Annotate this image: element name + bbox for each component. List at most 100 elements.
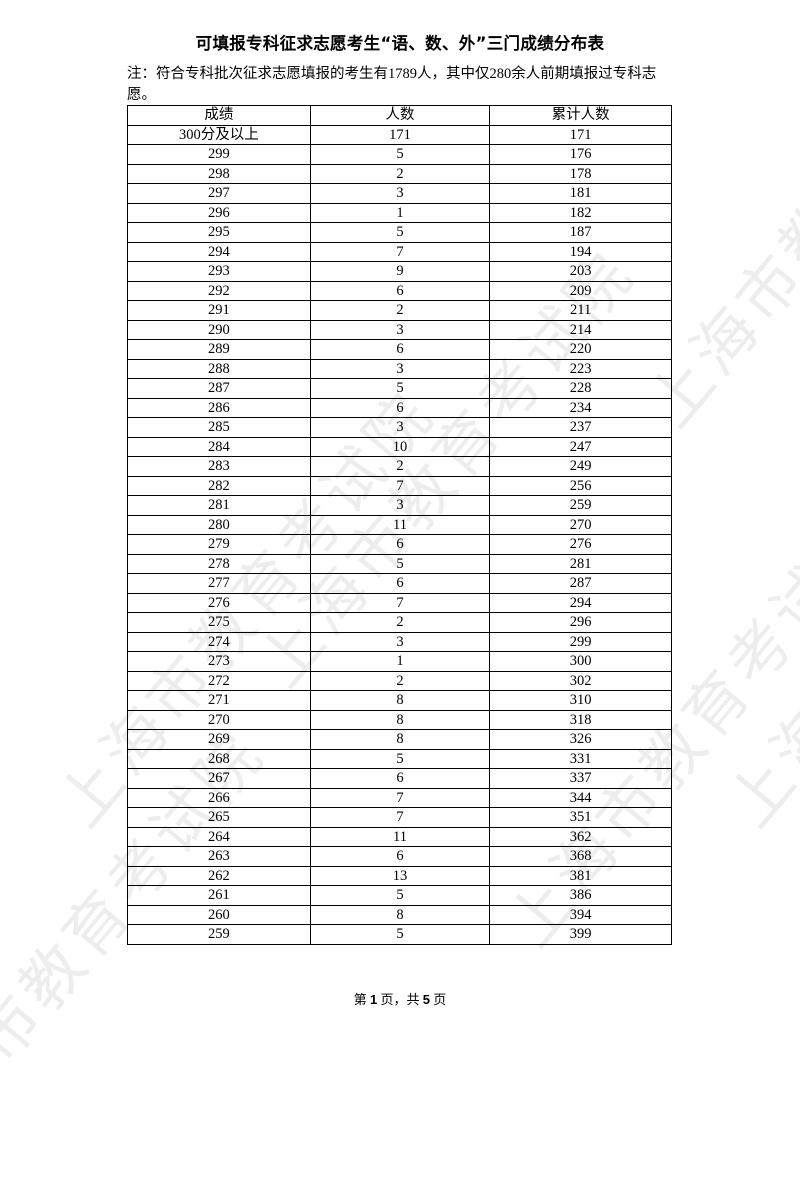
table-row: 280 11 270	[127, 514, 672, 535]
cell-cumulative: 302	[489, 670, 672, 691]
cell-cumulative: 223	[489, 358, 672, 379]
cell-cumulative: 337	[489, 768, 672, 789]
cell-score: 288	[127, 358, 311, 379]
table-header-row: 成绩 人数 累计人数	[127, 105, 672, 126]
cell-cumulative: 310	[489, 690, 672, 711]
table-row: 293 9 203	[127, 261, 672, 282]
cell-score: 274	[127, 631, 311, 652]
cell-score: 287	[127, 378, 311, 399]
cell-count: 7	[309, 807, 491, 828]
cell-count: 7	[309, 241, 491, 262]
cell-cumulative: 296	[489, 612, 672, 633]
table-row: 274 3 299	[127, 631, 672, 652]
cell-cumulative: 203	[489, 261, 672, 282]
cell-score: 262	[127, 865, 311, 886]
cell-score: 286	[127, 397, 311, 418]
cell-score: 268	[127, 748, 311, 769]
cell-score: 282	[127, 475, 311, 496]
current-page: 1	[370, 992, 378, 1007]
cell-count: 6	[309, 846, 491, 867]
cell-score: 276	[127, 592, 311, 613]
table-row: 266 7 344	[127, 787, 672, 808]
table-row: 279 6 276	[127, 534, 672, 555]
cell-score: 267	[127, 768, 311, 789]
cell-score: 259	[127, 924, 311, 945]
cell-count: 171	[309, 124, 491, 145]
cell-count: 6	[309, 339, 491, 360]
cell-cumulative: 276	[489, 534, 672, 555]
table-row: 265 7 351	[127, 807, 672, 828]
cell-cumulative: 281	[489, 553, 672, 574]
cell-count: 8	[309, 729, 491, 750]
cell-cumulative: 220	[489, 339, 672, 360]
table-row: 267 6 337	[127, 768, 672, 789]
table-row: 299 5 176	[127, 144, 672, 165]
table-row: 291 2 211	[127, 300, 672, 321]
cell-count: 10	[309, 436, 491, 457]
note-text: 注：符合专科批次征求志愿填报的考生有1789人，其中仅280余人前期填报过专科志…	[127, 66, 657, 103]
cell-cumulative: 247	[489, 436, 672, 457]
cell-cumulative: 362	[489, 826, 672, 847]
cell-score: 283	[127, 456, 311, 477]
cell-score: 266	[127, 787, 311, 808]
cell-score: 297	[127, 183, 311, 204]
cell-count: 7	[309, 592, 491, 613]
cell-count: 1	[309, 651, 491, 672]
cell-count: 8	[309, 709, 491, 730]
cell-cumulative: 287	[489, 573, 672, 594]
cell-score: 273	[127, 651, 311, 672]
cell-cumulative: 351	[489, 807, 672, 828]
page-footer: 第 1 页，共 5 页	[0, 989, 800, 1008]
total-pages: 5	[422, 992, 430, 1007]
table-row: 271 8 310	[127, 690, 672, 711]
cell-cumulative: 294	[489, 592, 672, 613]
cell-count: 5	[309, 378, 491, 399]
cell-count: 6	[309, 768, 491, 789]
cell-score: 284	[127, 436, 311, 457]
cell-score: 292	[127, 280, 311, 301]
table-row: 300分及以上 171 171	[127, 124, 672, 145]
cell-score: 272	[127, 670, 311, 691]
cell-cumulative: 234	[489, 397, 672, 418]
cell-score: 299	[127, 144, 311, 165]
table-row: 269 8 326	[127, 729, 672, 750]
cell-count: 13	[309, 865, 491, 886]
table-row: 283 2 249	[127, 456, 672, 477]
cell-count: 7	[309, 787, 491, 808]
cell-count: 9	[309, 261, 491, 282]
cell-count: 5	[309, 144, 491, 165]
cell-cumulative: 211	[489, 300, 672, 321]
header-score: 成绩	[127, 105, 311, 126]
table-row: 297 3 181	[127, 183, 672, 204]
cell-score: 269	[127, 729, 311, 750]
table-row: 270 8 318	[127, 709, 672, 730]
cell-count: 8	[309, 690, 491, 711]
cell-count: 2	[309, 163, 491, 184]
cell-cumulative: 381	[489, 865, 672, 886]
table-row: 277 6 287	[127, 573, 672, 594]
cell-count: 3	[309, 631, 491, 652]
cell-score: 261	[127, 885, 311, 906]
cell-score: 289	[127, 339, 311, 360]
table-row: 278 5 281	[127, 553, 672, 574]
watermark: 上海市教育考试院	[713, 376, 800, 841]
cell-score: 260	[127, 904, 311, 925]
table-row: 281 3 259	[127, 495, 672, 516]
table-row: 289 6 220	[127, 339, 672, 360]
cell-score: 298	[127, 163, 311, 184]
cell-score: 270	[127, 709, 311, 730]
cell-count: 5	[309, 222, 491, 243]
cell-score: 285	[127, 417, 311, 438]
cell-score: 295	[127, 222, 311, 243]
table-row: 263 6 368	[127, 846, 672, 867]
cell-cumulative: 176	[489, 144, 672, 165]
cell-score: 264	[127, 826, 311, 847]
footer-prefix: 第	[353, 992, 370, 1007]
cell-cumulative: 318	[489, 709, 672, 730]
cell-score: 293	[127, 261, 311, 282]
cell-score: 277	[127, 573, 311, 594]
cell-cumulative: 300	[489, 651, 672, 672]
cell-score: 294	[127, 241, 311, 262]
cell-cumulative: 171	[489, 124, 672, 145]
cell-count: 8	[309, 904, 491, 925]
